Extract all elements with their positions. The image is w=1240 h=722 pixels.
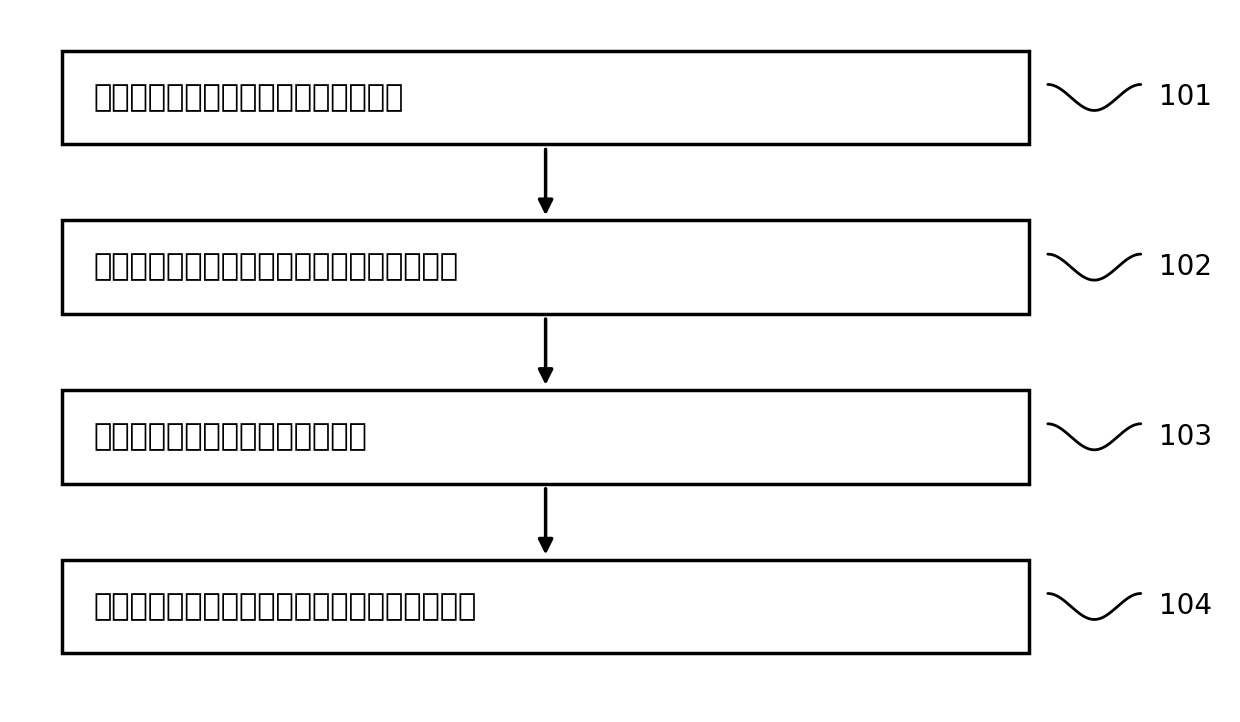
Text: 104: 104 — [1159, 593, 1213, 620]
Text: 根据行程信息向客户端显示行车路线和行车费用: 根据行程信息向客户端显示行车路线和行车费用 — [93, 592, 476, 621]
Text: 识别语音信号中的起始地和目的地信息: 识别语音信号中的起始地和目的地信息 — [93, 83, 403, 112]
Bar — [62, 220, 1029, 314]
Text: 接收电子地图装置返回的行程信息: 接收电子地图装置返回的行程信息 — [93, 422, 367, 451]
Bar — [62, 51, 1029, 144]
Text: 将起始地和目的地的信息发送到电子地图装置: 将起始地和目的地的信息发送到电子地图装置 — [93, 253, 458, 282]
Bar — [62, 560, 1029, 653]
Bar — [62, 390, 1029, 484]
Text: 102: 102 — [1159, 253, 1213, 281]
Text: 101: 101 — [1159, 84, 1213, 111]
Text: 103: 103 — [1159, 423, 1213, 451]
